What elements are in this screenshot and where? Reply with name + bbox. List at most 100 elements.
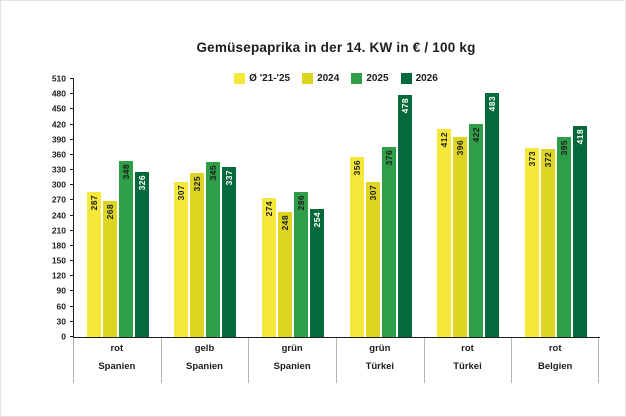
bar-group-rot-Türkei: 412 396 422 483 [425,79,513,337]
y-tick-mark [70,305,74,307]
y-tick-mark [70,214,74,216]
bar-value-label: 348 [120,163,131,180]
y-tick-label: 510 [51,73,66,84]
y-tick-mark [70,336,74,337]
bar-value-label: 373 [527,151,538,167]
bar-2024: 268 [102,201,117,337]
y-tick-mark [70,123,74,125]
y-tick-label: 450 [51,103,66,114]
bar-group-rot-Belgien: 373 372 395 418 [512,79,600,337]
category-origin-label: Spanien [186,361,223,372]
legend-swatch [351,73,363,84]
bar-2026: 254 [310,208,325,337]
y-tick-label: 210 [51,225,66,236]
y-tick-label: 180 [51,240,66,251]
legend-item-2026: 2026 [400,73,438,84]
y-tick-label: 90 [56,285,66,296]
category-variety-label: gelb [194,343,215,354]
legend-label: 2025 [366,73,389,84]
bar-2024: 248 [278,211,293,337]
bar-2025: 395 [557,137,572,337]
bar-value-label: 287 [88,194,99,211]
bar-value-label: 268 [104,204,115,220]
bar-value-label: 422 [471,126,482,142]
bar-2025: 376 [381,146,396,337]
category-origin-label: Spanien [98,361,136,372]
bar-value-label: 372 [543,151,554,168]
y-tick-label: 480 [51,88,66,99]
category-separator [160,338,162,383]
category-separator [511,338,513,383]
bar-Ø '21-'25: 412 [437,128,452,337]
y-tick-label: 330 [51,164,66,175]
x-category-rot-Türkei: rot Türkei [424,338,512,383]
y-tick-mark [70,244,74,246]
category-variety-label: grün [281,343,303,354]
bar-value-label: 356 [351,159,362,176]
bar-group-grün-Türkei: 356 307 376 478 [337,79,425,337]
y-tick-label: 300 [51,179,66,190]
category-separator [598,338,599,383]
category-origin-label: Spanien [273,361,311,372]
x-category-grün-Türkei: grün Türkei [336,338,424,383]
y-tick-label: 420 [51,119,66,130]
bar-value-label: 345 [208,165,219,181]
bar-value-label: 376 [383,149,394,166]
bar-value-label: 307 [367,184,378,201]
y-tick-mark [70,108,74,110]
y-tick-label: 60 [56,301,66,312]
bar-value-label: 326 [136,175,147,191]
y-tick-label: 360 [51,149,66,160]
bar-value-label: 325 [192,175,203,191]
bar-2026: 478 [397,95,412,337]
legend-item-2025: 2025 [351,73,389,84]
category-variety-label: grün [369,343,391,354]
legend-label: Ø '21-'25 [249,73,291,84]
y-tick-label: 270 [51,194,66,205]
category-variety-label: rot [548,343,562,354]
legend-swatch [234,73,246,84]
y-tick-mark [70,260,74,262]
bar-value-label: 307 [176,184,187,201]
chart-title: Gemüsepaprika in der 14. KW in € / 100 k… [196,40,476,55]
bar-2024: 396 [453,136,468,337]
y-tick-label: 0 [61,331,66,342]
bar-2026: 483 [485,92,500,337]
plot-area: 0 30 60 90 120 150 180 210 240 270 300 330 360 390 420… [52,74,600,341]
y-tick-label: 30 [56,316,66,327]
bar-value-label: 337 [224,169,235,185]
legend-item-2024: 2024 [302,73,339,84]
bar-group-grün-Spanien: 274 248 286 254 [249,79,337,337]
x-axis-band: rot Spanien gelb Spanien grün Spanien grün Türk… [73,338,599,383]
bar-2026: 337 [222,166,237,337]
bar-value-label: 254 [312,211,323,227]
bar-2024: 372 [541,148,556,337]
category-separator [73,338,74,383]
bar-2024: 307 [365,181,380,337]
y-tick-label: 120 [51,270,66,281]
bar-2025: 286 [294,192,309,337]
legend-swatch [302,73,314,84]
category-origin-label: Belgien [538,361,573,372]
y-tick-mark [70,93,74,95]
legend-label: 2026 [415,73,438,84]
bar-2025: 422 [469,123,484,337]
category-separator [423,338,425,383]
bar-value-label: 478 [399,98,410,114]
category-variety-label: rot [461,343,474,354]
y-tick-mark [70,275,74,277]
bar-group-gelb-Spanien: 307 325 345 337 [162,79,250,337]
legend-swatch [400,73,412,84]
bar-value-label: 396 [455,139,466,156]
y-tick-mark [70,229,74,231]
bar-value-label: 412 [439,131,450,147]
y-tick-mark [70,320,74,322]
bar-value-label: 286 [296,195,307,211]
bar-2026: 418 [573,125,588,337]
y-tick-label: 150 [51,255,66,266]
y-tick-label: 240 [51,210,66,221]
category-separator [248,338,250,383]
x-category-gelb-Spanien: gelb Spanien [161,338,249,383]
x-category-rot-Spanien: rot Spanien [73,338,161,383]
